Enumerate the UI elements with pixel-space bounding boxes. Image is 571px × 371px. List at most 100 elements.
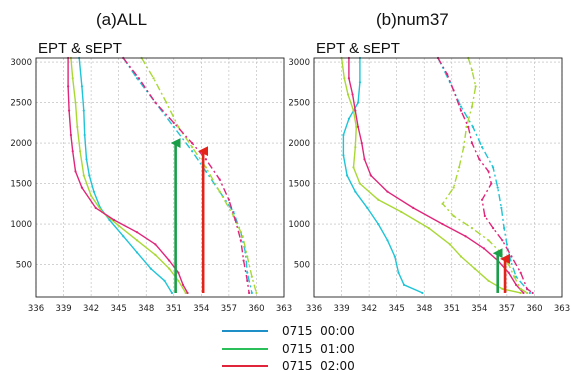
- data-point: [346, 93, 350, 96]
- ept-line-0000: [78, 57, 173, 294]
- data-point: [356, 101, 360, 104]
- x-tick-label: 342: [361, 304, 377, 314]
- plot-area: 336 339 342 345 348 351 354 357 360 363 500 1000 150…: [10, 56, 292, 314]
- data-point: [458, 166, 461, 169]
- x-tick-label: 342: [83, 304, 99, 314]
- chart-panel-num37: (b)num37 EPT & sEPT 336 339 342 345 348 351 35…: [288, 10, 570, 314]
- data-point: [218, 190, 221, 193]
- data-point: [522, 291, 525, 295]
- data-point: [470, 69, 474, 72]
- x-tick-label: 351: [444, 304, 460, 314]
- data-point: [500, 206, 503, 209]
- sept-line-0200: [437, 57, 534, 294]
- data-point: [71, 77, 74, 80]
- data-point: [186, 291, 189, 295]
- data-point: [191, 141, 194, 145]
- chart-title: (b)num37: [376, 10, 449, 29]
- plot-area: 336 339 342 345 348 351 354 357 360 363 500 1000 150…: [288, 56, 570, 314]
- legend-label: 0715 00:00: [282, 324, 355, 338]
- ept-line-0200: [67, 58, 189, 294]
- x-tick-label: 351: [166, 304, 182, 314]
- data-point: [250, 275, 253, 278]
- data-point: [154, 101, 157, 104]
- data-point: [78, 150, 82, 153]
- data-point: [80, 186, 84, 189]
- data-point: [355, 125, 358, 128]
- data-point: [519, 287, 522, 290]
- x-tick-label: 360: [248, 304, 264, 314]
- data-point: [514, 283, 518, 286]
- y-tick-label: 2000: [288, 139, 310, 149]
- x-tick-label: 348: [416, 304, 432, 314]
- data-point: [480, 146, 484, 149]
- y-tick-label: 2500: [10, 99, 32, 109]
- data-point: [412, 206, 415, 209]
- data-point: [122, 235, 125, 238]
- data-point: [459, 109, 463, 112]
- data-point: [528, 291, 531, 295]
- data-point: [342, 133, 345, 137]
- data-point: [356, 125, 360, 128]
- data-point: [482, 247, 486, 250]
- data-point: [393, 255, 396, 258]
- data-point: [67, 85, 70, 88]
- y-tick-label: 3000: [288, 58, 310, 68]
- x-tick-label: 363: [276, 304, 292, 314]
- data-point: [507, 263, 510, 266]
- data-point: [69, 133, 73, 137]
- legend-label: 0715 02:00: [282, 359, 355, 371]
- data-point: [492, 227, 495, 230]
- data-point: [525, 287, 529, 290]
- data-point: [503, 227, 506, 230]
- x-tick-label: 363: [554, 304, 570, 314]
- data-point: [76, 125, 79, 128]
- data-point: [492, 166, 495, 169]
- data-point: [92, 190, 95, 193]
- data-point: [377, 222, 380, 226]
- y-tick-label: 1500: [288, 180, 310, 190]
- data-point: [67, 109, 71, 112]
- data-point: [250, 291, 253, 295]
- legend: 0715 00:00 0715 01:00 0715 02:00: [222, 324, 355, 371]
- sept-line-0000: [122, 57, 253, 294]
- data-point: [242, 259, 245, 262]
- data-point: [342, 154, 345, 157]
- data-point: [135, 77, 139, 80]
- y-tick-label: 500: [294, 261, 310, 271]
- data-point: [452, 186, 455, 189]
- data-point: [501, 287, 504, 290]
- data-point: [452, 214, 455, 218]
- data-point: [487, 279, 490, 282]
- data-point: [343, 77, 346, 80]
- data-point: [347, 117, 351, 120]
- data-point: [480, 198, 484, 201]
- legend-entry: 0715 00:00: [222, 324, 355, 338]
- data-point: [71, 150, 74, 153]
- data-point: [82, 174, 85, 177]
- data-point: [499, 251, 502, 254]
- data-point: [108, 218, 111, 222]
- data-point: [246, 271, 249, 274]
- data-point: [473, 267, 476, 270]
- x-tick-label: 339: [333, 304, 349, 314]
- y-tick-label: 3000: [10, 58, 32, 68]
- data-point: [152, 77, 155, 80]
- chart-panel-all: (a)ALL EPT & sEPT 336 339 342 345 348 351 354 3…: [10, 10, 292, 314]
- data-point: [510, 255, 513, 258]
- data-point: [74, 170, 77, 173]
- x-tick-label: 357: [221, 304, 237, 314]
- data-point: [154, 243, 157, 246]
- x-tick-label: 360: [526, 304, 542, 314]
- data-point: [345, 174, 349, 177]
- data-point: [441, 222, 444, 226]
- data-point: [358, 182, 362, 185]
- data-point: [172, 121, 175, 124]
- data-point: [149, 267, 152, 270]
- data-point: [496, 186, 499, 189]
- sept-line-0100: [441, 57, 528, 294]
- data-point: [386, 190, 389, 193]
- data-point: [247, 291, 251, 295]
- data-point: [464, 235, 467, 238]
- data-point: [513, 275, 516, 278]
- data-point: [467, 125, 470, 128]
